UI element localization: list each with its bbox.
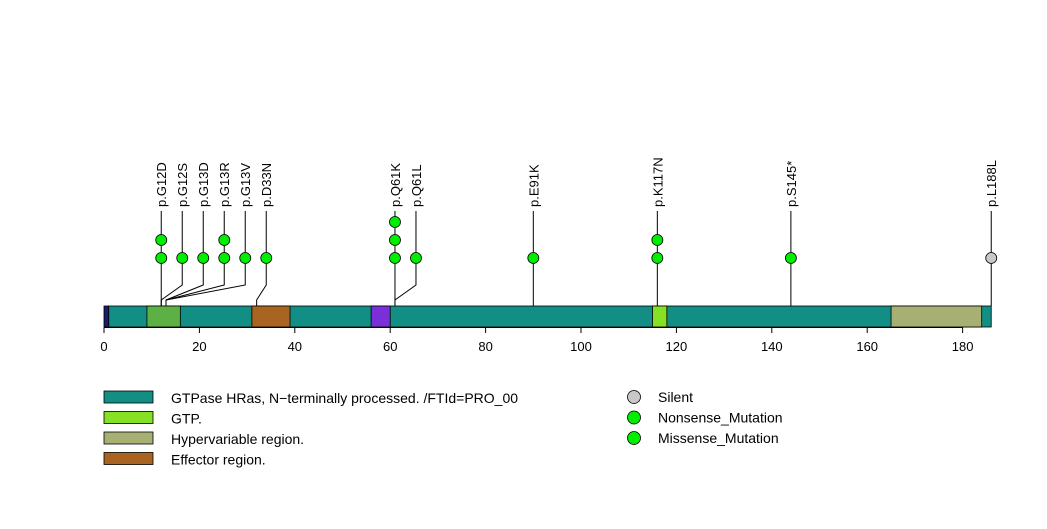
mutation-dot-2-0 bbox=[197, 252, 210, 264]
legend-mutation-dot-1 bbox=[627, 410, 641, 425]
mutation-dot-8-0 bbox=[527, 252, 540, 264]
axis-tick-label-140: 140 bbox=[761, 339, 783, 354]
x-axis: 0 20 40 60 80 100 120 140 160 180 bbox=[100, 327, 974, 354]
legend-domain-label-0: GTPase HRas, N−terminally processed. /FT… bbox=[171, 390, 518, 406]
domain-6 bbox=[890, 305, 983, 328]
mutation-dot-3-1 bbox=[218, 234, 231, 246]
mutation-dot-6-0 bbox=[389, 252, 401, 264]
axis-tick-label-0: 0 bbox=[100, 339, 107, 354]
mutation-label-0: p.G12D bbox=[154, 162, 169, 207]
axis-tick-label-60: 60 bbox=[383, 339, 397, 354]
legend-domain-swatch-1 bbox=[103, 411, 154, 424]
mutation-label-1: p.G12S bbox=[175, 163, 190, 207]
axis-tick-label-20: 20 bbox=[192, 339, 206, 354]
legend-mutation-dot-0 bbox=[627, 390, 641, 404]
mutation-dot-1-0 bbox=[176, 252, 189, 264]
legend-domain-swatch-2 bbox=[103, 431, 154, 445]
axis-tick-label-160: 160 bbox=[856, 339, 878, 354]
mutation-label-10: p.S145* bbox=[784, 161, 799, 207]
axis-tick-label-100: 100 bbox=[570, 339, 592, 354]
domain-4 bbox=[370, 305, 391, 328]
mutation-dot-6-1 bbox=[389, 234, 401, 246]
mutation-label-7: p.Q61L bbox=[409, 164, 424, 207]
mutation-label-6: p.Q61K bbox=[388, 163, 403, 207]
axis-tick-label-80: 80 bbox=[478, 339, 492, 354]
axis-tick-label-120: 120 bbox=[666, 339, 688, 354]
mutation-label-5: p.D33N bbox=[259, 163, 274, 207]
mutation-dot-0-0 bbox=[155, 252, 168, 264]
mutation-dot-10-0 bbox=[784, 252, 797, 264]
mutation-dot-9-0 bbox=[651, 252, 664, 264]
domain-0 bbox=[103, 305, 110, 328]
legend-mutation-label-1: Nonsense_Mutation bbox=[658, 410, 783, 426]
legend-domain-swatch-0 bbox=[103, 390, 154, 404]
mutation-label-2: p.G13D bbox=[196, 162, 211, 207]
mutation-label-8: p.E91K bbox=[526, 164, 541, 207]
domain-5 bbox=[652, 305, 668, 328]
stem-3 bbox=[165, 211, 225, 306]
legend-domain-swatch-3 bbox=[103, 452, 154, 465]
legend-mutation-dot-2 bbox=[627, 431, 641, 445]
stem-5 bbox=[256, 211, 267, 306]
legend-mutation-label-0: Silent bbox=[658, 389, 693, 405]
mutation-dot-6-2 bbox=[389, 216, 401, 228]
domain-3 bbox=[251, 305, 291, 328]
protein-bar bbox=[103, 305, 992, 328]
stem-4 bbox=[165, 211, 246, 306]
mutation-label-4: p.G13V bbox=[238, 163, 253, 207]
mutation-dot-9-1 bbox=[651, 234, 664, 246]
stem-7 bbox=[394, 211, 417, 306]
mutation-label-9: p.K117N bbox=[650, 157, 665, 207]
legend-domain-label-2: Hypervariable region. bbox=[171, 431, 304, 447]
mutation-dot-5-0 bbox=[260, 252, 273, 264]
lollipop-layer: p.G12D p.G12S p.G13D p.G13R p.G13V p.D33N p.Q6… bbox=[154, 157, 999, 306]
legend: GTPase HRas, N−terminally processed. /FT… bbox=[103, 389, 783, 468]
domain-1 bbox=[108, 305, 992, 328]
mutation-label-3: p.G13R bbox=[217, 162, 232, 207]
mutation-dot-0-1 bbox=[155, 234, 168, 246]
legend-domain-label-3: Effector region. bbox=[171, 452, 266, 468]
mutation-dot-7-0 bbox=[410, 252, 422, 264]
stem-1 bbox=[160, 211, 183, 306]
legend-domain-label-1: GTP. bbox=[171, 411, 202, 427]
legend-mutation-label-2: Missense_Mutation bbox=[658, 430, 779, 446]
mutation-label-11: p.L188L bbox=[984, 160, 999, 207]
mutation-dot-4-0 bbox=[239, 252, 252, 264]
axis-tick-label-180: 180 bbox=[952, 339, 974, 354]
mutation-dot-11-0 bbox=[985, 252, 998, 264]
axis-tick-label-40: 40 bbox=[288, 339, 302, 354]
mutation-dot-3-0 bbox=[218, 252, 231, 264]
domain-2 bbox=[146, 305, 181, 328]
